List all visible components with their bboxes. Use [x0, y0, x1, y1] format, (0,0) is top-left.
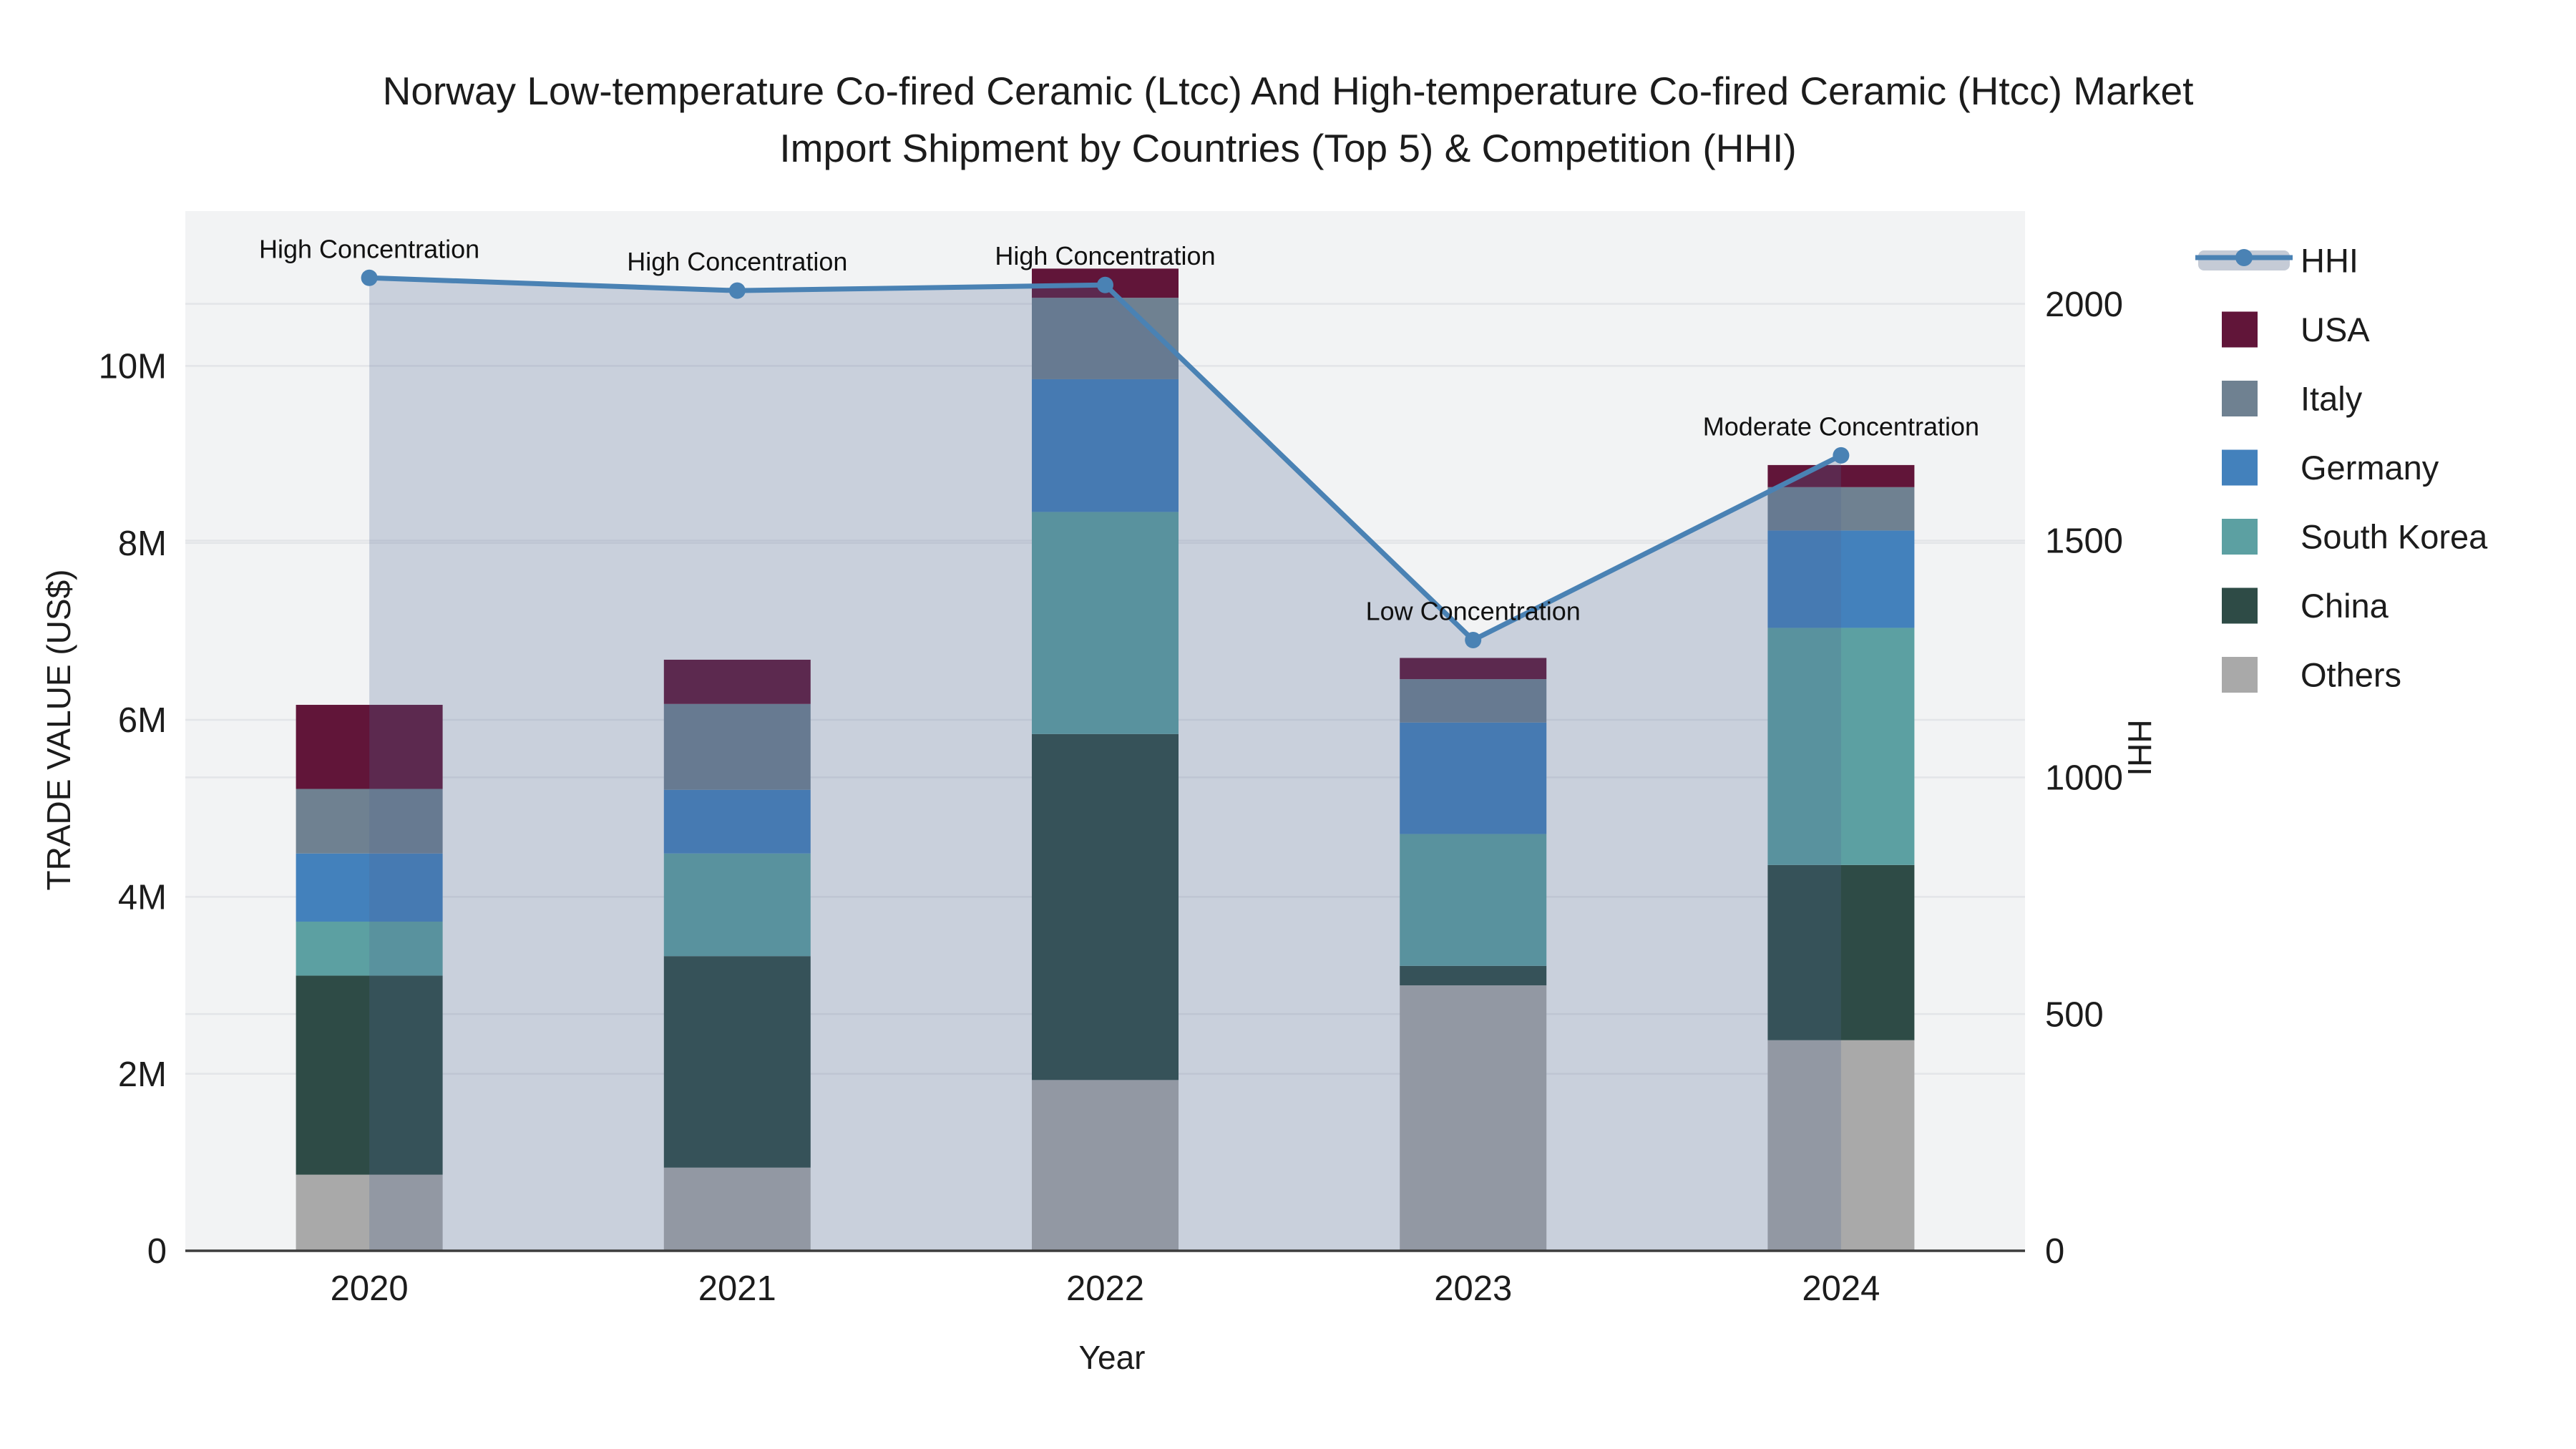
legend-label-china: China	[2301, 587, 2389, 625]
legend-label-germany: Germany	[2301, 449, 2439, 487]
y-left-tick-6M: 6M	[118, 701, 167, 740]
bar-segment-china-2021[interactable]	[663, 956, 811, 1168]
y-left-tick-10M: 10M	[99, 348, 167, 386]
legend-item-germany[interactable]: Germany	[2222, 449, 2439, 487]
legend-swatch-germany	[2222, 449, 2258, 486]
annotation-2024: Moderate Concentration	[1703, 411, 1979, 441]
bar-segment-south-korea-2024[interactable]	[1767, 628, 1915, 865]
legend-item-south-korea[interactable]: South Korea	[2222, 517, 2488, 555]
legend-label-hhi: HHI	[2301, 241, 2358, 279]
legend-item-china[interactable]: China	[2222, 587, 2389, 625]
bar-segment-italy-2024[interactable]	[1767, 487, 1915, 531]
legend-label-south-korea: South Korea	[2301, 517, 2488, 555]
bar-segment-germany-2022[interactable]	[1032, 379, 1179, 512]
annotation-2020: High Concentration	[259, 234, 479, 263]
bar-segment-germany-2021[interactable]	[663, 789, 811, 854]
x-axis-title: Year	[1078, 1339, 1146, 1376]
legend-swatch-china	[2222, 587, 2258, 624]
y-left-tick-4M: 4M	[118, 879, 167, 917]
x-tick-2023: 2023	[1434, 1269, 1512, 1308]
hhi-marker-2021[interactable]	[728, 282, 746, 299]
legend: HHI USA Italy Germany South Korea China Others	[2195, 241, 2488, 693]
hhi-marker-2020[interactable]	[361, 269, 378, 286]
y-left-tick-8M: 8M	[118, 525, 167, 563]
y-right-tick-1000: 1000	[2045, 758, 2123, 797]
bar-segment-others-2024[interactable]	[1767, 1040, 1915, 1251]
x-tick-2021: 2021	[698, 1269, 776, 1308]
bar-segment-italy-2023[interactable]	[1400, 679, 1547, 723]
legend-item-others[interactable]: Others	[2222, 655, 2401, 693]
bar-segment-others-2022[interactable]	[1032, 1080, 1179, 1251]
y-left-tick-2M: 2M	[118, 1055, 167, 1094]
bar-segment-germany-2020[interactable]	[296, 853, 443, 922]
bar-segment-italy-2021[interactable]	[663, 703, 811, 790]
bar-segment-china-2023[interactable]	[1400, 965, 1547, 986]
annotation-2023: Low Concentration	[1366, 596, 1581, 625]
bar-segment-south-korea-2021[interactable]	[663, 853, 811, 957]
y-right-tick-500: 500	[2045, 995, 2104, 1034]
legend-item-usa[interactable]: USA	[2222, 311, 2370, 348]
y-right-tick-0: 0	[2045, 1232, 2064, 1271]
bar-segment-south-korea-2020[interactable]	[296, 921, 443, 976]
legend-item-hhi[interactable]: HHI	[2195, 241, 2358, 279]
chart-title-line-2: Import Shipment by Countries (Top 5) & C…	[779, 125, 1797, 170]
annotation-2021: High Concentration	[627, 247, 847, 276]
bar-segment-china-2022[interactable]	[1032, 733, 1179, 1080]
legend-label-italy: Italy	[2301, 379, 2363, 417]
bar-segment-others-2023[interactable]	[1400, 985, 1547, 1251]
legend-swatch-usa	[2222, 311, 2258, 348]
legend-label-usa: USA	[2301, 311, 2370, 348]
bar-segment-others-2021[interactable]	[663, 1167, 811, 1251]
bar-series	[296, 268, 1915, 1251]
hhi-marker-2024[interactable]	[1833, 447, 1850, 464]
bar-segment-germany-2024[interactable]	[1767, 530, 1915, 628]
bar-segment-south-korea-2022[interactable]	[1032, 512, 1179, 734]
chart-title-line-1: Norway Low-temperature Co-fired Ceramic …	[382, 69, 2194, 113]
x-tick-2022: 2022	[1066, 1269, 1144, 1308]
bar-segment-usa-2021[interactable]	[663, 659, 811, 704]
bar-segment-usa-2023[interactable]	[1400, 658, 1547, 680]
legend-swatch-italy	[2222, 381, 2258, 416]
y-right-tick-2000: 2000	[2045, 286, 2123, 324]
chart-title: Norway Low-temperature Co-fired Ceramic …	[0, 63, 2576, 177]
legend-item-italy[interactable]: Italy	[2222, 379, 2363, 417]
bar-segment-italy-2020[interactable]	[296, 789, 443, 854]
x-tick-2024: 2024	[1802, 1269, 1880, 1308]
hhi-fill-area	[369, 278, 1841, 1251]
y-right-tick-1500: 1500	[2045, 522, 2123, 561]
hhi-marker-2022[interactable]	[1097, 276, 1113, 293]
bar-segment-italy-2022[interactable]	[1032, 298, 1179, 379]
legend-swatch-others	[2222, 657, 2258, 693]
bar-segment-usa-2020[interactable]	[296, 705, 443, 789]
bar-segment-china-2020[interactable]	[296, 975, 443, 1175]
bar-segment-germany-2023[interactable]	[1400, 722, 1547, 834]
bar-segment-usa-2024[interactable]	[1767, 464, 1915, 487]
legend-swatch-south-korea	[2222, 519, 2258, 555]
y-left-tick-0: 0	[147, 1232, 167, 1271]
hhi-marker-2023[interactable]	[1465, 631, 1482, 648]
bar-segment-others-2020[interactable]	[296, 1174, 443, 1251]
x-tick-2020: 2020	[331, 1269, 409, 1308]
annotation-2022: High Concentration	[995, 241, 1215, 270]
legend-hhi-marker-icon	[2235, 249, 2253, 266]
legend-label-others: Others	[2301, 655, 2401, 693]
bar-segment-south-korea-2023[interactable]	[1400, 834, 1547, 966]
bar-segment-china-2024[interactable]	[1767, 864, 1915, 1040]
